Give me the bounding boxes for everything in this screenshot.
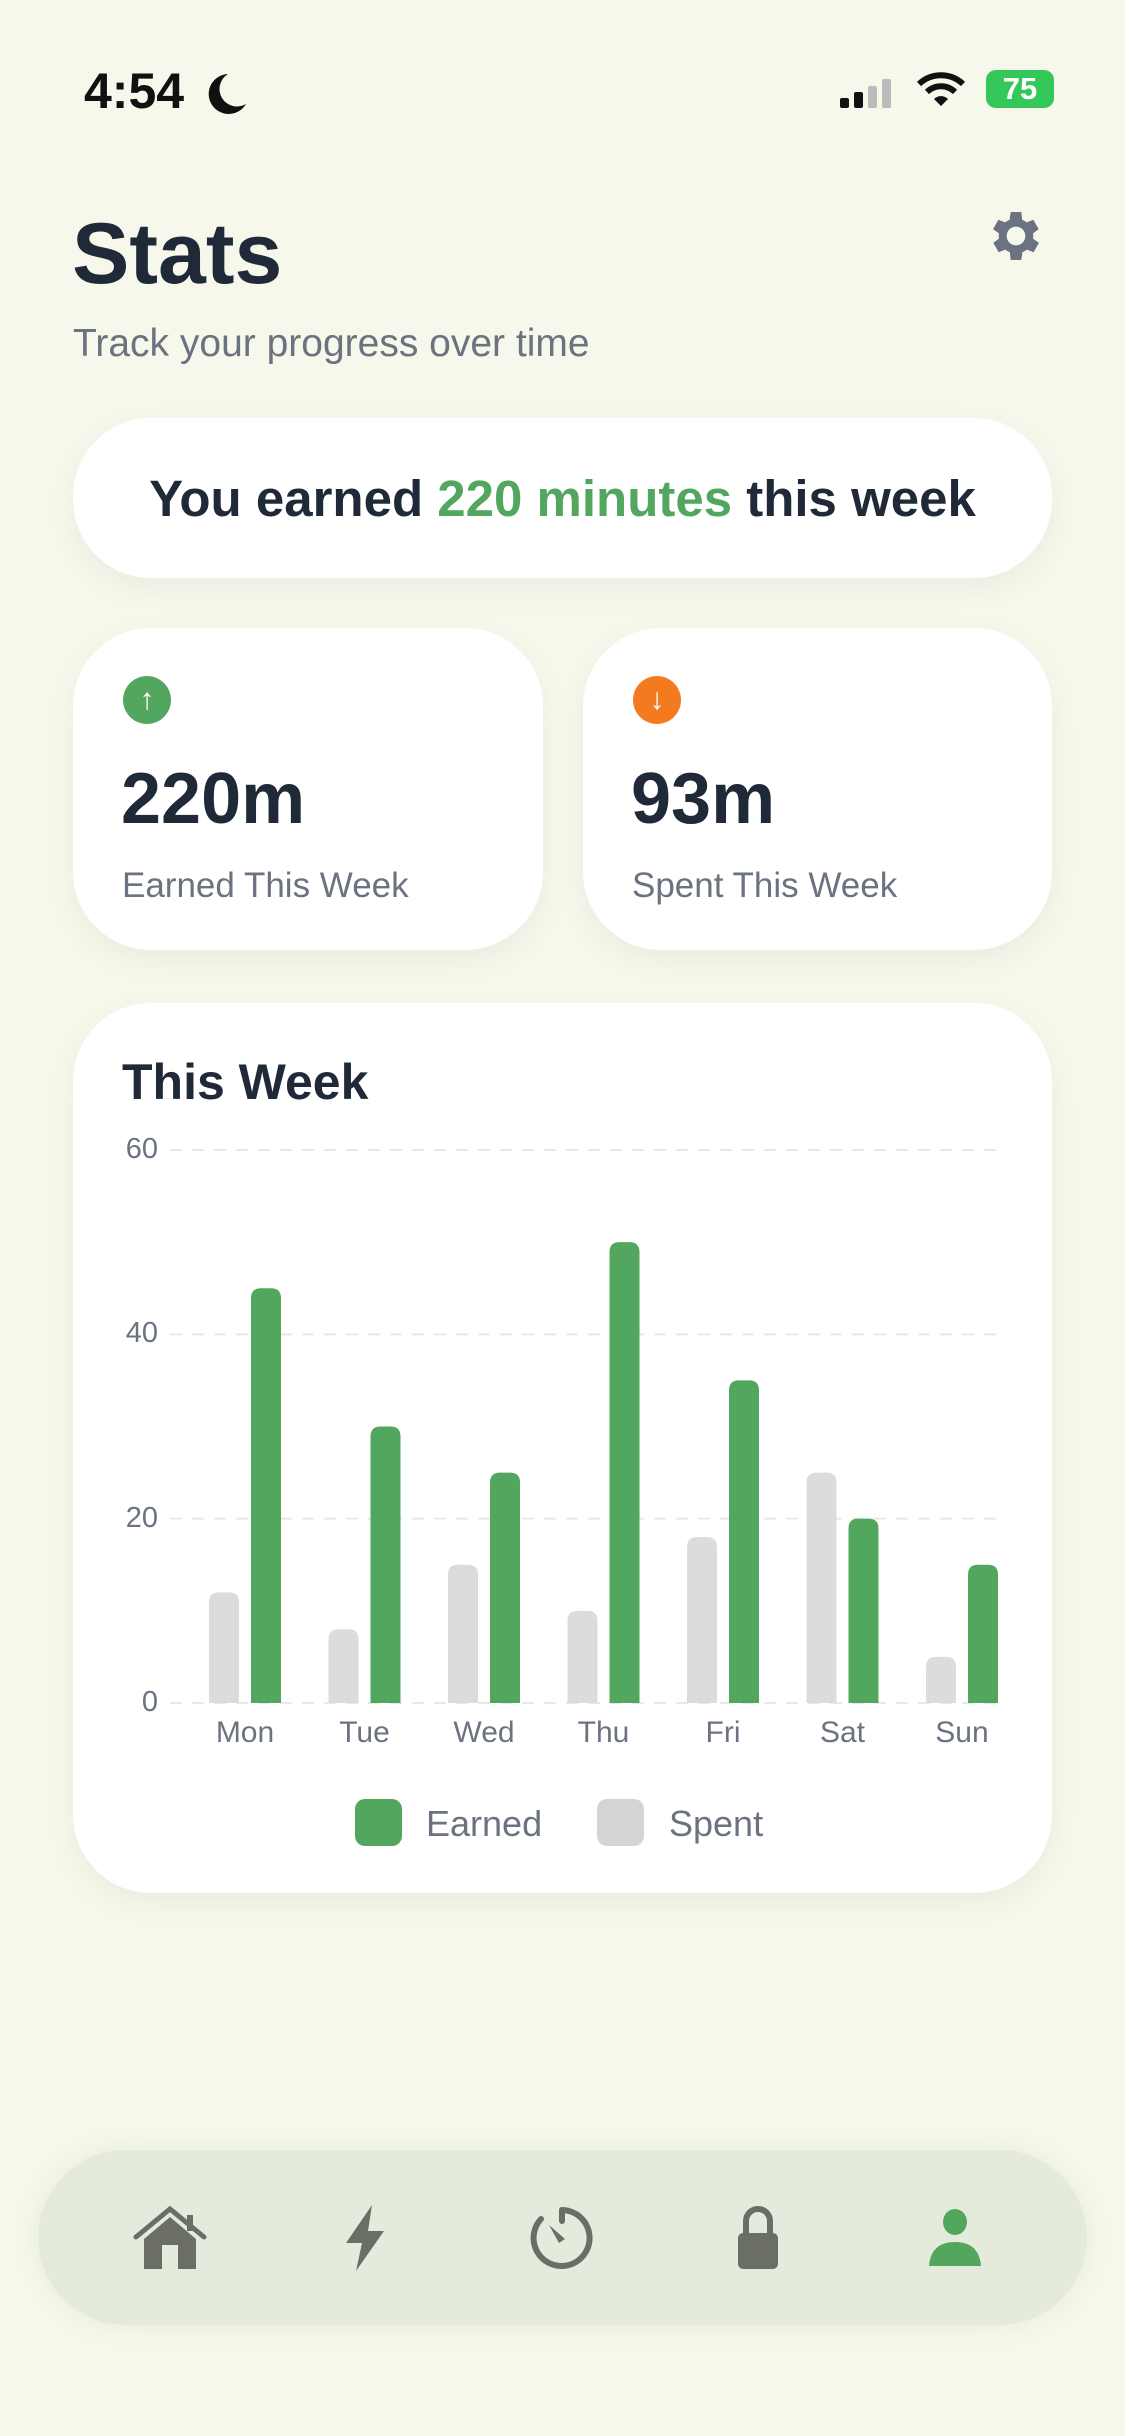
spent-bar-mon xyxy=(209,1592,239,1703)
earned-bar-tue xyxy=(370,1426,401,1703)
spent-value: 93m xyxy=(631,759,776,839)
earned-bar-sun xyxy=(968,1564,998,1703)
earned-bar-sat xyxy=(848,1518,879,1703)
arrow-down-icon: ↓ xyxy=(633,676,681,724)
earned-bar-thu xyxy=(609,1242,640,1703)
nav-lock[interactable] xyxy=(708,2150,808,2325)
x-tick-label: Sat xyxy=(819,1716,866,1749)
spent-stat-card: ↓ 93m Spent This Week xyxy=(583,628,1052,950)
spent-bar-thu xyxy=(567,1610,598,1703)
status-time: 4:54 xyxy=(84,63,185,119)
battery-level: 75 xyxy=(1002,71,1038,106)
home-icon xyxy=(133,2205,207,2269)
nav-profile[interactable] xyxy=(905,2150,1005,2325)
nav-timer[interactable] xyxy=(512,2150,612,2325)
arrow-up-icon: ↑ xyxy=(123,676,171,724)
chart-title: This Week xyxy=(122,1054,369,1110)
earned-bar-mon xyxy=(251,1288,281,1703)
y-tick-label: 0 xyxy=(141,1686,158,1718)
x-tick-label: Mon xyxy=(215,1716,275,1749)
x-tick-label: Wed xyxy=(453,1716,515,1749)
moon-icon xyxy=(208,74,246,114)
earned-value: 220m xyxy=(121,759,306,839)
legend-earned-swatch xyxy=(355,1799,402,1846)
earned-bar-fri xyxy=(729,1380,759,1703)
spent-bar-sun xyxy=(926,1656,956,1703)
page-subtitle: Track your progress over time xyxy=(73,322,590,365)
legend-spent-label: Spent xyxy=(669,1803,764,1844)
spent-bar-wed xyxy=(448,1564,478,1703)
lock-icon xyxy=(738,2205,778,2269)
nav-boost[interactable] xyxy=(315,2150,415,2325)
nav-home[interactable] xyxy=(120,2150,220,2325)
lightning-icon xyxy=(346,2204,384,2271)
x-tick-label: Thu xyxy=(577,1716,630,1749)
y-tick-label: 60 xyxy=(125,1133,158,1165)
chart-plot xyxy=(170,1149,1000,1704)
x-tick-label: Sun xyxy=(935,1716,989,1749)
legend-earned-label: Earned xyxy=(426,1803,543,1844)
banner-suffix: this week xyxy=(732,469,976,527)
weekly-summary-banner: You earned 220 minutes this week xyxy=(73,418,1052,578)
bottom-nav-bar xyxy=(38,2150,1087,2325)
gear-icon[interactable] xyxy=(984,204,1048,268)
banner-highlight: 220 minutes xyxy=(437,469,733,527)
wifi-icon xyxy=(916,72,966,106)
signal-icon xyxy=(840,79,891,108)
legend-spent-swatch xyxy=(597,1799,644,1846)
earned-bar-wed xyxy=(490,1472,520,1703)
weekly-chart-card: This Week 0 20 40 60 Mon Tue Wed Thu Fri Sat Sun E… xyxy=(73,1003,1052,1893)
x-tick-label: Tue xyxy=(339,1716,390,1749)
bar-chart: 0 20 40 60 Mon Tue Wed Thu Fri Sat Sun xyxy=(73,1003,1052,1893)
banner-prefix: You earned xyxy=(149,469,438,527)
spent-label: Spent This Week xyxy=(632,866,898,905)
earned-stat-card: ↑ 220m Earned This Week xyxy=(73,628,543,950)
earned-label: Earned This Week xyxy=(122,866,409,905)
y-tick-label: 40 xyxy=(125,1317,158,1350)
spent-bar-sat xyxy=(806,1472,837,1703)
person-icon xyxy=(929,2208,981,2266)
y-tick-label: 20 xyxy=(125,1501,158,1534)
page-title: Stats xyxy=(72,206,283,302)
timer-icon xyxy=(530,2206,593,2269)
spent-bar-fri xyxy=(687,1537,717,1703)
battery-indicator: 75 xyxy=(986,70,1054,108)
x-tick-label: Fri xyxy=(705,1716,741,1749)
spent-bar-tue xyxy=(328,1629,359,1703)
